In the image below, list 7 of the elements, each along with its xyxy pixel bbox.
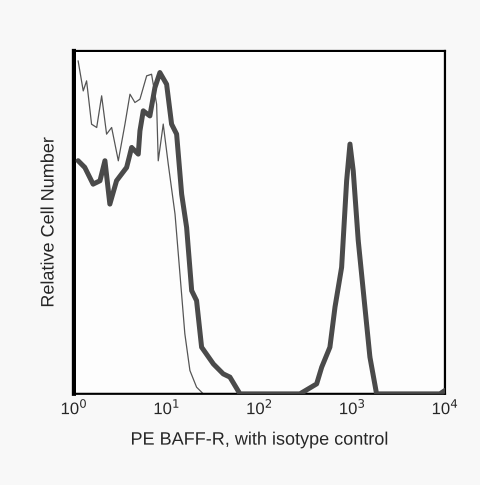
- x-tick-label: 10$^{3}$: [340, 399, 364, 414]
- x-tick-label: 10$^{4}$: [432, 399, 458, 414]
- y-axis-title: Relative Cell Number: [40, 137, 54, 306]
- x-axis-title: PE BAFF-R, with isotype control: [132, 432, 388, 448]
- x-tick-label: 10$^{1}$: [154, 399, 178, 414]
- x-tick-label: 10$^{2}$: [247, 399, 272, 414]
- x-tick-label: 10$^{0}$: [62, 399, 86, 414]
